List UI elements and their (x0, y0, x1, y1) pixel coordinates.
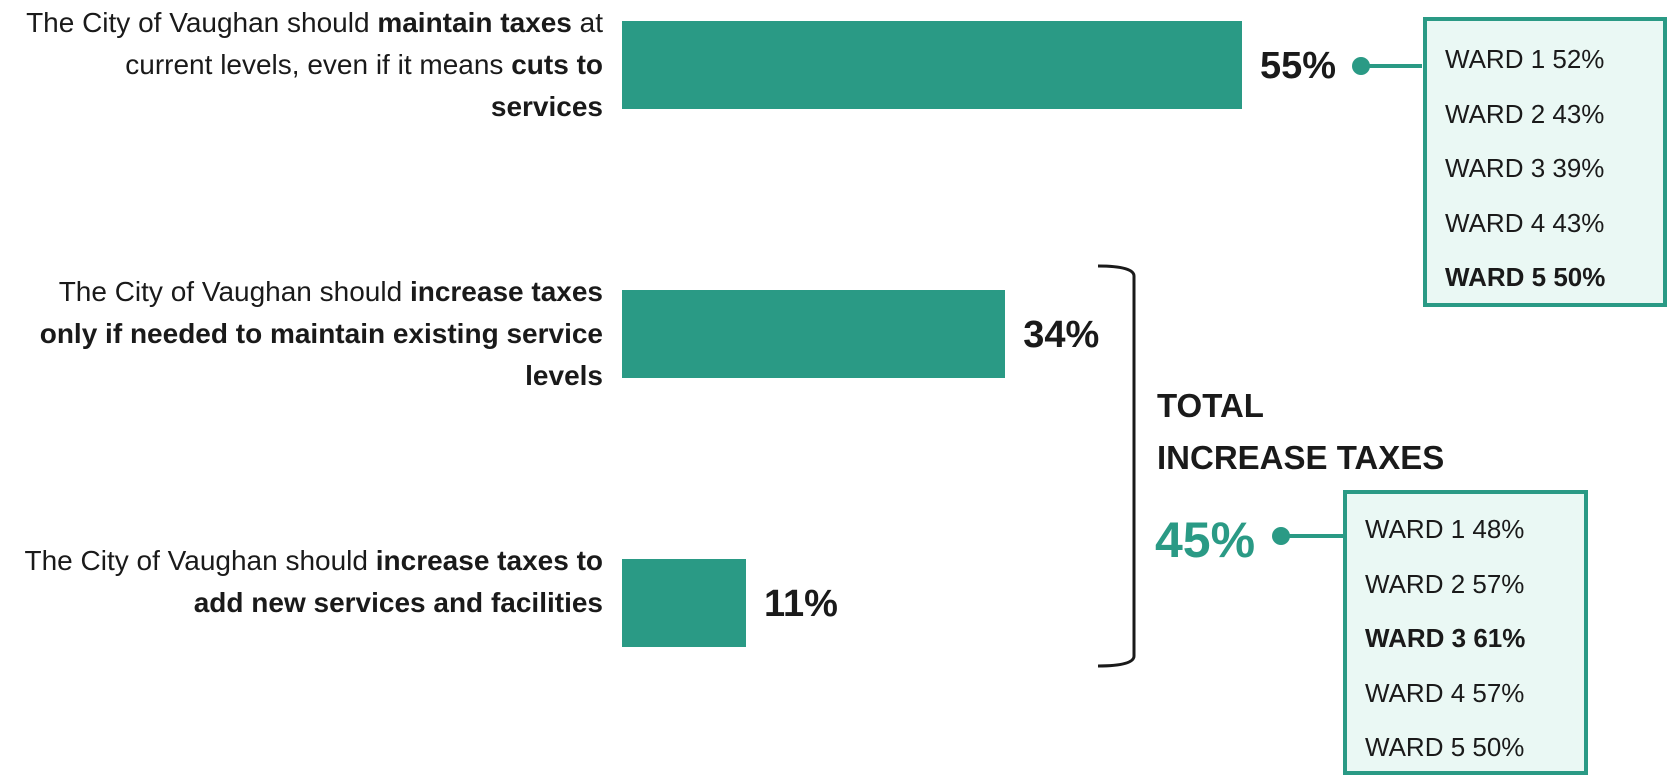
bar-increase-new-services (622, 559, 746, 647)
bar-increase-to-maintain (622, 290, 1006, 378)
ward-item: WARD 3 39% (1445, 153, 1605, 183)
ward-item: WARD 5 50% (1365, 732, 1525, 762)
total-label-line1: TOTAL (1157, 387, 1264, 424)
total-increase-value: 45% (1155, 512, 1256, 568)
bar-label-part: increase taxes to add new services and f… (193, 545, 603, 618)
ward-item: WARD 3 61% (1365, 623, 1526, 653)
total-label-line2: INCREASE TAXES (1157, 439, 1445, 476)
ward-item: WARD 4 57% (1365, 677, 1525, 708)
bar-label-maintain-taxes: The City of Vaughan should maintain taxe… (8, 2, 603, 128)
ward-item: WARD 1 52% (1445, 44, 1605, 74)
bar-label-increase-new-services: The City of Vaughan should increase taxe… (8, 540, 603, 624)
ward-item: WARD 2 43% (1445, 98, 1605, 129)
bar-maintain-taxes (622, 21, 1242, 109)
value-label-increase-to-maintain: 34% (1023, 314, 1100, 356)
bar-label-part: The City of Vaughan should (58, 276, 410, 307)
bar-label-part: increase taxes only if needed to maintai… (39, 276, 603, 391)
ward-item: WARD 2 57% (1365, 568, 1525, 599)
ward-breakdown-total-increase: WARD 1 48% WARD 2 57% WARD 3 61% WARD 4 57%… (1343, 490, 1588, 775)
connector-line-total (1281, 534, 1343, 538)
total-increase-label: TOTAL INCREASE TAXES (1157, 380, 1444, 484)
ward-item: WARD 5 50% (1445, 262, 1606, 292)
ward-item: WARD 4 43% (1445, 207, 1605, 238)
bar-label-part: cuts to services (490, 49, 603, 122)
bar-label-part: maintain taxes (377, 7, 572, 38)
ward-item: WARD 1 48% (1365, 514, 1525, 544)
bar-label-increase-to-maintain: The City of Vaughan should increase taxe… (8, 271, 603, 397)
connector-line-maintain (1361, 64, 1422, 68)
bar-label-part: The City of Vaughan should (26, 7, 378, 38)
bar-label-part: The City of Vaughan should (24, 545, 376, 576)
value-label-maintain-taxes: 55% (1260, 45, 1337, 87)
bar-label-part: at current levels, even if it means (125, 7, 603, 80)
value-label-increase-new-services: 11% (764, 583, 838, 625)
total-increase-bracket (1097, 264, 1136, 668)
ward-breakdown-maintain-taxes: WARD 1 52% WARD 2 43% WARD 3 39% WARD 4 43%… (1423, 17, 1667, 307)
